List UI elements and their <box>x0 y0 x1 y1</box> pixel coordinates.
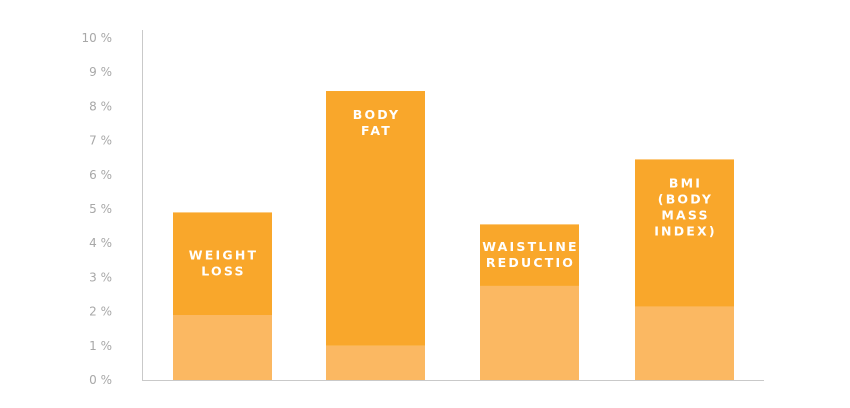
bar-segment-upper <box>326 91 425 346</box>
bars-group <box>173 91 734 380</box>
y-tick-label: 8 % <box>89 99 112 113</box>
bar-category-label: BODY <box>353 107 400 122</box>
bar-category-label: FAT <box>361 123 392 138</box>
bar-category-label: REDUCTIO <box>486 255 575 270</box>
y-tick-label: 6 % <box>89 168 112 182</box>
bar-segment-lower <box>326 345 425 380</box>
bar-segment-lower <box>173 315 272 380</box>
bar-category-label: INDEX) <box>654 223 717 238</box>
y-tick-label: 2 % <box>89 305 112 319</box>
bar-segment-upper <box>480 224 579 286</box>
y-axis-tick-labels: 0 % 1 % 2 % 3 % 4 % 5 % 6 % 7 % 8 % 9 % 10 % <box>82 31 113 387</box>
bar-category-label: (BODY <box>658 191 713 206</box>
bar-category-label: WAISTLINE <box>482 239 579 254</box>
y-tick-label: 9 % <box>89 65 112 79</box>
y-tick-label: 0 % <box>89 373 112 387</box>
bar-category-label: LOSS <box>201 264 245 279</box>
bar-segment-lower <box>480 285 579 380</box>
y-tick-label: 3 % <box>89 270 112 284</box>
bar-category-label: WEIGHT <box>189 248 258 263</box>
bar-segment-upper <box>173 212 272 316</box>
bar-segment-lower <box>635 306 734 380</box>
y-tick-label: 1 % <box>89 339 112 353</box>
y-tick-label: 4 % <box>89 236 112 250</box>
y-tick-label: 7 % <box>89 134 112 148</box>
bar-category-label: BMI <box>669 175 702 190</box>
bar-category-label: MASS <box>661 207 709 222</box>
bar-segment-upper <box>635 159 734 307</box>
y-tick-label: 5 % <box>89 202 112 216</box>
y-tick-label: 10 % <box>82 31 113 45</box>
